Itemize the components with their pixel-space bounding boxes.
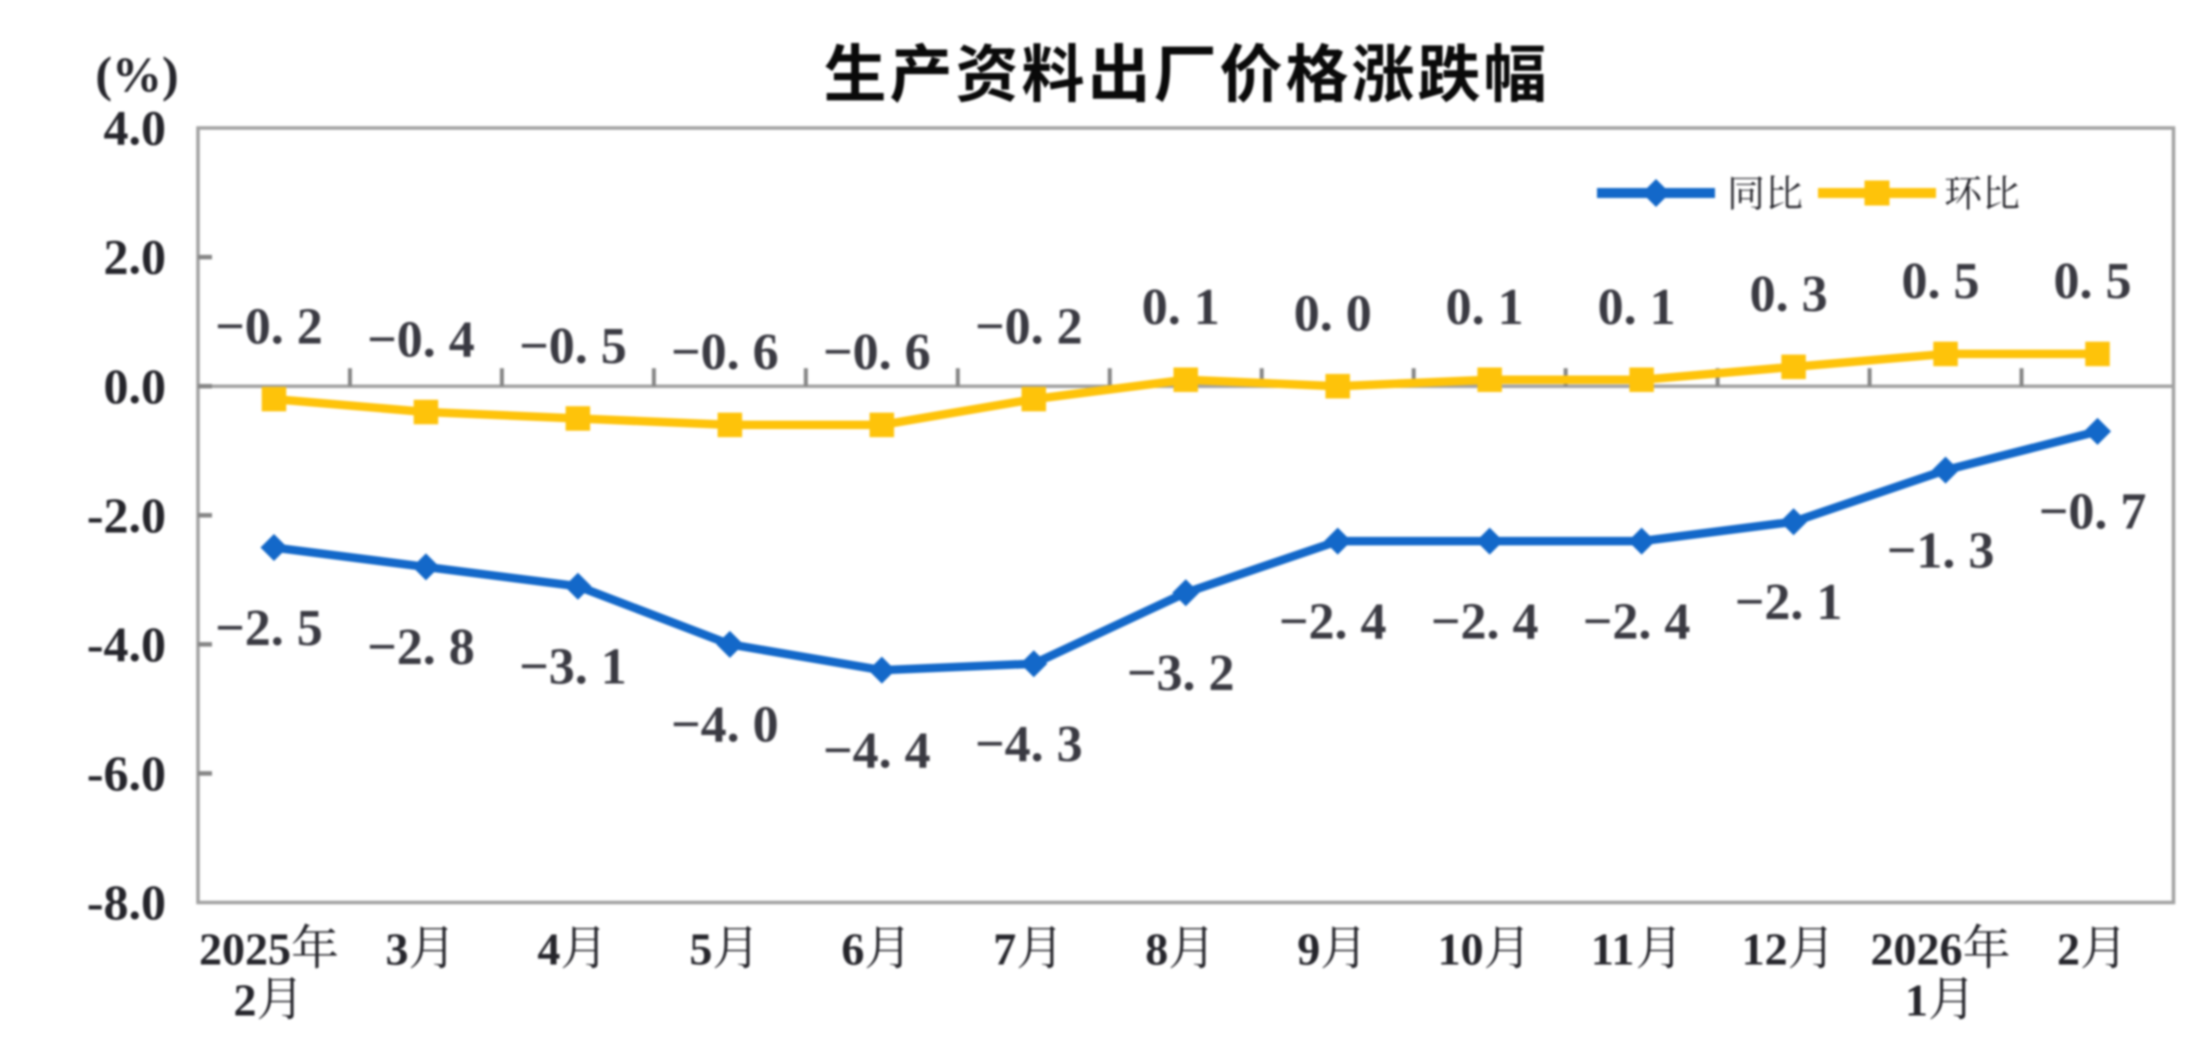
svg-text:-6.0: -6.0 [87,745,166,801]
svg-text:0. 0: 0. 0 [1294,286,1372,343]
svg-text:0. 5: 0. 5 [1902,253,1980,310]
svg-text:−4. 3: −4. 3 [975,716,1083,773]
svg-text:9: 9 [1297,924,1320,975]
svg-text:11: 11 [1591,924,1634,975]
svg-text:−3. 2: −3. 2 [1127,645,1235,702]
svg-text:−0. 6: −0. 6 [823,324,931,381]
svg-text:0. 1: 0. 1 [1446,279,1524,336]
svg-text:3: 3 [385,924,408,975]
svg-text:5: 5 [689,924,712,975]
svg-text:−0. 2: −0. 2 [975,298,1083,355]
svg-text:6: 6 [841,924,864,975]
svg-text:(%): (%) [95,46,178,102]
svg-text:0. 1: 0. 1 [1598,279,1676,336]
svg-text:−0. 2: −0. 2 [215,298,323,355]
svg-text:4: 4 [537,924,560,975]
svg-text:8: 8 [1145,924,1168,975]
svg-text:1: 1 [1905,975,1928,1026]
svg-text:−3. 1: −3. 1 [519,639,627,696]
svg-text:0. 1: 0. 1 [1142,279,1220,336]
svg-text:−1. 3: −1. 3 [1887,522,1995,579]
svg-text:−2. 4: −2. 4 [1583,593,1691,650]
svg-text:−2. 8: −2. 8 [367,619,475,676]
svg-text:−4. 0: −4. 0 [671,697,779,754]
svg-text:2: 2 [2057,924,2080,975]
svg-text:7: 7 [993,924,1016,975]
svg-text:−2. 5: −2. 5 [215,600,323,657]
svg-text:10: 10 [1438,924,1484,975]
svg-text:4.0: 4.0 [104,100,167,156]
svg-text:−2. 4: −2. 4 [1279,593,1387,650]
svg-text:-2.0: -2.0 [87,487,166,543]
svg-text:2.0: 2.0 [104,229,167,285]
svg-text:0. 3: 0. 3 [1750,266,1828,323]
svg-text:0.0: 0.0 [104,358,167,414]
svg-text:−2. 4: −2. 4 [1431,593,1539,650]
svg-text:-8.0: -8.0 [87,874,166,930]
svg-text:2: 2 [233,975,256,1026]
svg-text:−0. 4: −0. 4 [367,311,475,368]
svg-text:12: 12 [1742,924,1788,975]
svg-text:-4.0: -4.0 [87,616,166,672]
svg-text:−0. 6: −0. 6 [671,324,779,381]
svg-text:−4. 4: −4. 4 [823,722,931,779]
svg-text:0. 5: 0. 5 [2054,253,2132,310]
svg-text:−0. 7: −0. 7 [2039,484,2147,541]
svg-text:2025: 2025 [199,924,291,975]
svg-text:2026: 2026 [1871,924,1963,975]
svg-text:−2. 1: −2. 1 [1735,574,1843,631]
svg-text:−0. 5: −0. 5 [519,318,627,375]
